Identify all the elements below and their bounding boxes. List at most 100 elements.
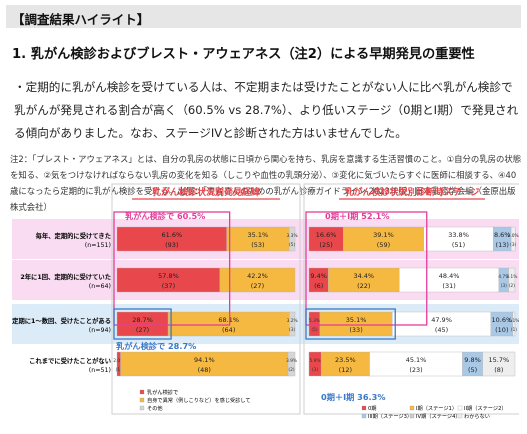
data-label: (3) [501, 283, 508, 289]
bar-segment [512, 311, 516, 337]
data-label: 9.4% [310, 272, 327, 280]
row-label: 2年に1回、定期的に受けていた [20, 272, 111, 281]
row-n: (n=94) [89, 327, 111, 334]
data-label: (13) [496, 241, 509, 249]
bar-segment [116, 226, 227, 252]
data-label: (8) [494, 366, 503, 374]
bar-segment [508, 267, 516, 293]
data-label: (10) [495, 326, 508, 334]
data-label: 2.0% [508, 233, 519, 239]
bar-segment [287, 351, 296, 377]
data-label: (1) [116, 367, 123, 373]
footnote: 注2：「ブレスト・アウェアネス」とは、自分の乳房の状態に日頃から関心を持ち、乳房… [10, 154, 522, 212]
row-n: (n=51) [89, 367, 111, 374]
data-label: (45) [435, 326, 448, 334]
data-label: (3) [510, 242, 517, 248]
legend-label: II期（ステージ2） [464, 405, 507, 412]
data-label: (5) [311, 327, 318, 333]
legend-swatch [361, 405, 367, 411]
data-label: 47.9% [431, 316, 452, 324]
data-label: 5.3% [309, 318, 320, 324]
data-label: (93) [165, 241, 178, 249]
legend-swatch [139, 405, 145, 411]
callout-box [305, 211, 428, 326]
data-label: (1) [511, 327, 518, 333]
callout-box [305, 308, 396, 340]
data-label: (6) [314, 282, 323, 290]
bar-segment [423, 226, 494, 252]
data-label: 16.6% [316, 231, 337, 239]
data-label: (23) [409, 366, 422, 374]
row-n: (n=151) [85, 242, 111, 249]
data-label: 23.5% [335, 356, 356, 364]
bar-segment [308, 226, 344, 252]
survey-chart: 乳がん検診状況別発見経緯 乳がん検診状況別診断時ステージ 毎年、定期的に受けてきた (… [6, 182, 521, 429]
bar-segment [288, 226, 296, 252]
callout-label: 0期＋I期 52.1% [325, 211, 390, 221]
data-label: 94.1% [194, 356, 215, 364]
legend-swatch [409, 405, 415, 411]
bar-segment [342, 226, 424, 252]
callout-label: 乳がん検診で 28.7% [116, 341, 196, 351]
data-label: 10.6% [491, 316, 512, 324]
legend-swatch [457, 405, 463, 411]
legend-label: IV期（ステージ4） [416, 413, 461, 420]
legend-label: 0期 [368, 405, 377, 412]
callout-box [113, 308, 172, 340]
data-label: (51) [452, 241, 465, 249]
row-label: 毎年、定期的に受けてきた [36, 231, 111, 240]
bar-segment [399, 267, 500, 293]
data-label: (27) [251, 282, 264, 290]
bar-segment [319, 311, 393, 337]
data-label: (37) [162, 282, 175, 290]
callout-box [113, 211, 231, 326]
legend-label: I期（ステージ1） [416, 405, 457, 412]
data-label: 3.9% [286, 358, 297, 364]
bar-segment [510, 226, 516, 252]
bar-segment [328, 267, 400, 293]
legend-label: わからない [464, 413, 490, 420]
legend-swatch [139, 397, 145, 403]
data-label: (3) [289, 327, 296, 333]
data-label: 3.3% [286, 233, 297, 239]
data-label: 9.8% [464, 356, 481, 364]
legend-label: III期（ステージ3） [368, 413, 412, 420]
bar-segment [116, 311, 169, 337]
data-label: 68.1% [218, 316, 239, 324]
bar-segment [226, 226, 290, 252]
data-label: 8.6% [494, 231, 511, 239]
bar-segment [116, 267, 221, 293]
bar-segment [369, 351, 463, 377]
data-label: 3.2% [287, 318, 298, 324]
data-label: (25) [319, 241, 332, 249]
callout-label: 乳がん検診で 60.5% [125, 211, 205, 221]
data-label: 35.1% [248, 231, 269, 239]
data-label: (12) [339, 366, 352, 374]
row-n: (n=64) [89, 283, 111, 290]
data-label: 34.4% [353, 272, 374, 280]
legend-label: 自身で異常（例しこりなど）を感じ受診して [147, 396, 251, 404]
data-label: (59) [377, 241, 390, 249]
data-label: 61.6% [161, 231, 182, 239]
row-label: 不定期に1〜数回、受けたことがある [12, 316, 111, 325]
panel-title: 乳がん検診状況別発見経緯 [152, 186, 260, 198]
data-label: 42.2% [247, 272, 268, 280]
data-label: 35.1% [346, 316, 367, 324]
data-label: (27) [136, 326, 149, 334]
data-label: (5) [289, 242, 296, 248]
data-label: (33) [349, 326, 362, 334]
callout-label: 0期＋I期 36.3% [321, 392, 386, 402]
data-label: 45.1% [406, 356, 427, 364]
legend-swatch [409, 413, 415, 419]
bar-segment [482, 351, 516, 377]
data-label: 15.7% [489, 356, 510, 364]
data-label: (5) [468, 366, 477, 374]
summary-paragraph: ・定期的に乳がん検診を受けている人は、不定期または受けたことがない人に比べ乳がん… [14, 80, 519, 140]
data-label: 48.4% [439, 272, 460, 280]
data-label: 1.1% [508, 318, 519, 324]
data-label: (64) [222, 326, 235, 334]
legend-swatch [361, 413, 367, 419]
legend-label: その他 [147, 404, 163, 412]
data-label: 28.7% [132, 316, 153, 324]
data-label: (2) [288, 367, 295, 373]
